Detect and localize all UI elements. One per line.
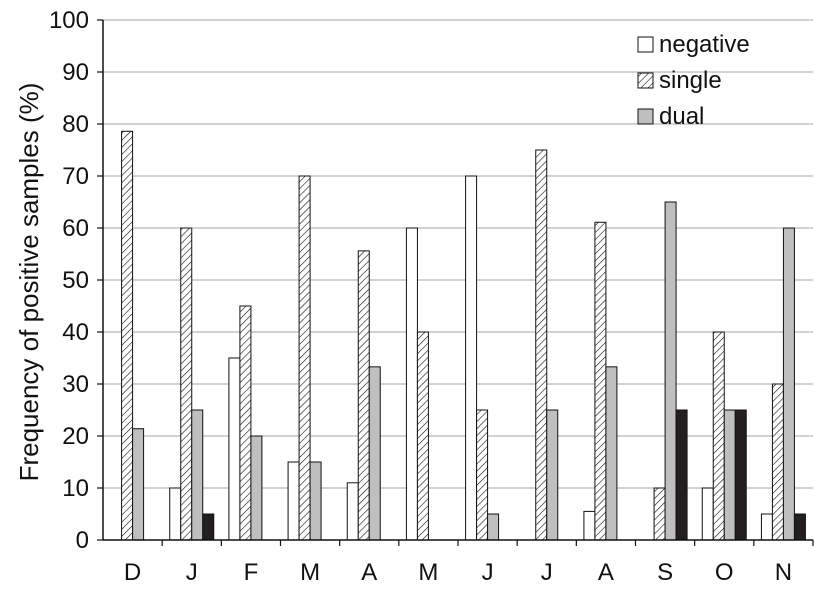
bar-negative-5: [405, 227, 418, 541]
x-tick-label: A: [361, 559, 377, 586]
bar-single-11: [771, 383, 784, 541]
y-tick-label: 70: [62, 163, 89, 190]
x-tick-label: J: [186, 559, 198, 586]
legend-swatch-negative: [637, 36, 654, 53]
bar-negative-2: [228, 357, 241, 541]
y-axis-title: Frequency of positive samples (%): [14, 83, 44, 482]
y-tick-label: 60: [62, 215, 89, 242]
bar-negative-4: [346, 482, 359, 541]
bar-negative-3: [287, 461, 300, 541]
bar-negative-1: [169, 487, 182, 541]
bar-single-4: [357, 250, 370, 541]
bar-dual-11: [782, 227, 795, 541]
bar-series-4-1: [202, 513, 215, 541]
bar-negative-10: [701, 487, 714, 541]
y-tick-label: 90: [62, 59, 89, 86]
axes: [97, 19, 814, 546]
y-tick-label: 20: [62, 423, 89, 450]
y-tick-label: 30: [62, 371, 89, 398]
bar-single-1: [180, 227, 193, 541]
bar-series-4-10: [734, 409, 747, 541]
bar-dual-4: [368, 366, 381, 541]
x-tick-label: M: [418, 559, 438, 586]
bar-single-0: [121, 130, 134, 541]
bar-single-5: [416, 331, 429, 541]
bar-dual-7: [546, 409, 559, 541]
bar-series-4-11: [793, 513, 806, 541]
bar-dual-10: [723, 409, 736, 541]
x-tick-label: A: [598, 559, 614, 586]
bar-negative-6: [465, 175, 478, 541]
y-tick-labels: 0 10 20 30 40 50 60 70 80 90 100: [49, 7, 89, 554]
bar-dual-0: [132, 428, 145, 541]
bar-single-9: [653, 487, 666, 541]
bar-single-2: [239, 305, 252, 541]
bar-single-8: [594, 221, 607, 541]
x-tick-label: J: [482, 559, 494, 586]
x-tick-label: D: [124, 559, 141, 586]
y-tick-label: 100: [49, 7, 89, 34]
y-tick-label: 80: [62, 111, 89, 138]
bar-single-10: [712, 331, 725, 541]
x-tick-label: N: [775, 559, 792, 586]
bar-dual-1: [191, 409, 204, 541]
y-tick-label: 10: [62, 475, 89, 502]
x-tick-label: S: [657, 559, 673, 586]
x-tick-label: M: [300, 559, 320, 586]
bar-single-7: [535, 149, 548, 541]
legend: negative single dual: [637, 31, 750, 130]
bar-dual-8: [605, 366, 618, 541]
bar-single-3: [298, 175, 311, 541]
legend-label-single: single: [659, 67, 722, 94]
y-tick-label: 50: [62, 267, 89, 294]
bar-dual-9: [664, 201, 677, 541]
legend-swatch-dual: [637, 108, 654, 125]
bar-dual-2: [250, 435, 263, 541]
bar-negative-8: [583, 510, 596, 541]
legend-label-dual: dual: [659, 103, 704, 130]
bars: [121, 130, 806, 541]
bar-series-4-9: [675, 409, 688, 541]
grid-lines: [103, 19, 813, 489]
y-tick-label: 0: [76, 527, 89, 554]
legend-label-negative: negative: [659, 31, 750, 58]
bar-dual-3: [309, 461, 322, 541]
y-tick-label: 40: [62, 319, 89, 346]
bar-dual-6: [487, 513, 500, 541]
x-tick-label: O: [715, 559, 734, 586]
bar-single-6: [476, 409, 489, 541]
bar-negative-11: [760, 513, 773, 541]
legend-swatch-single: [637, 72, 654, 89]
x-tick-label: F: [244, 559, 259, 586]
x-tick-label: J: [541, 559, 553, 586]
